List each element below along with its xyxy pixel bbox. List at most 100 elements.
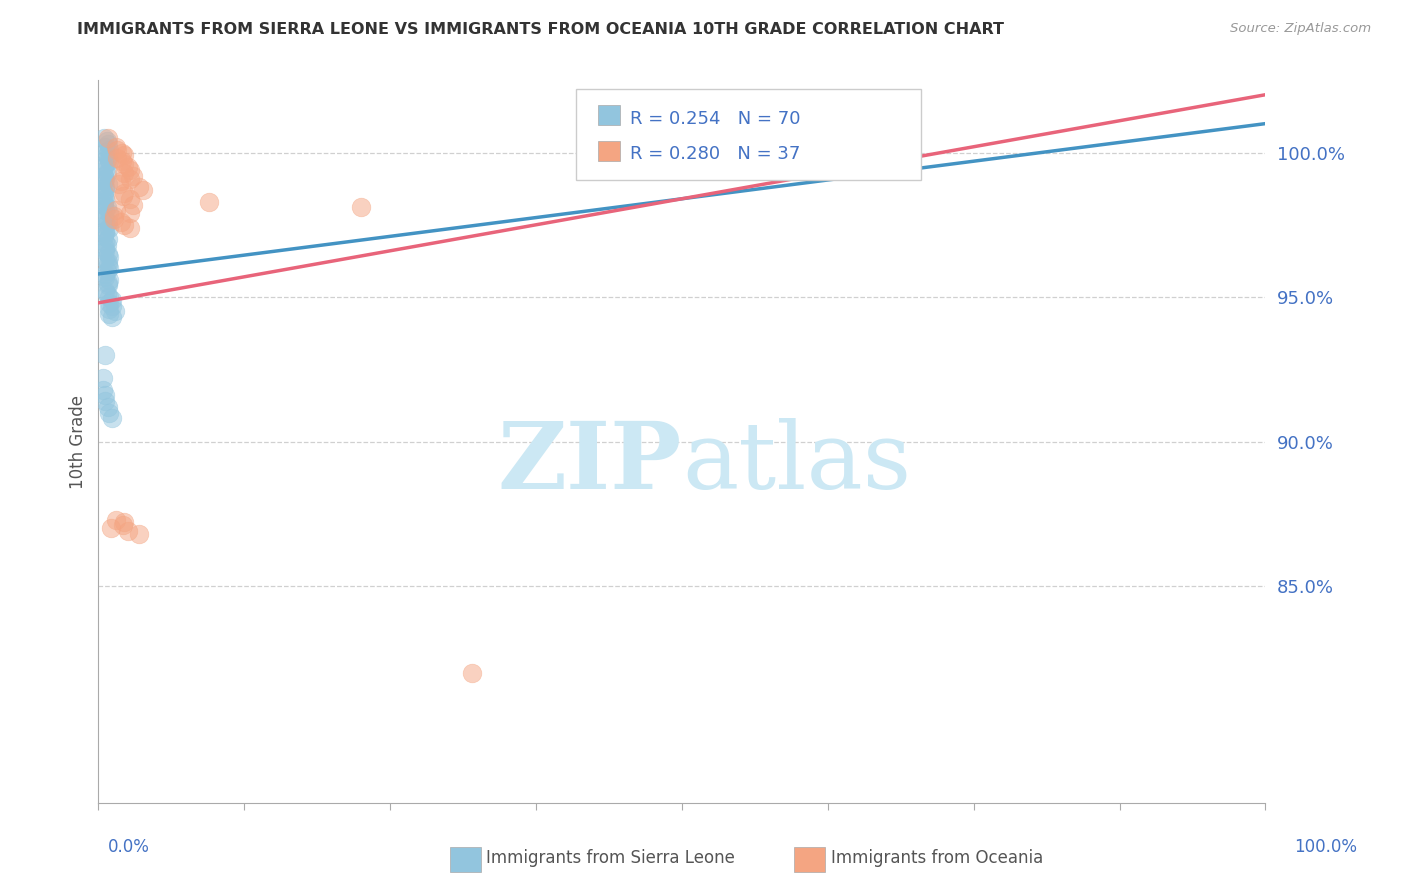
Point xyxy=(111,145,134,160)
Point xyxy=(93,174,115,188)
Point xyxy=(97,154,120,169)
Point xyxy=(96,148,118,162)
Point xyxy=(111,154,134,169)
Point xyxy=(97,232,120,246)
Point xyxy=(112,148,135,162)
Point xyxy=(103,209,125,223)
Point xyxy=(118,171,141,186)
Point xyxy=(93,194,115,209)
Point xyxy=(105,143,128,157)
Point xyxy=(94,267,117,281)
Point xyxy=(97,406,120,420)
Text: R = 0.254   N = 70: R = 0.254 N = 70 xyxy=(630,110,800,128)
Point xyxy=(101,299,124,313)
Point xyxy=(94,348,117,362)
Point xyxy=(112,157,135,171)
Point xyxy=(93,229,115,244)
Point xyxy=(97,295,120,310)
Point xyxy=(350,201,373,215)
Point xyxy=(101,293,124,307)
Point xyxy=(93,169,115,183)
Point xyxy=(112,516,135,530)
Point xyxy=(94,157,117,171)
Point xyxy=(117,160,139,174)
Point xyxy=(461,665,484,680)
Point xyxy=(104,140,127,154)
Point xyxy=(132,183,155,197)
Point xyxy=(118,220,141,235)
Point xyxy=(104,304,127,318)
Point xyxy=(96,264,118,278)
Point xyxy=(94,223,117,237)
Point xyxy=(101,310,124,325)
Point xyxy=(103,212,125,227)
Point xyxy=(94,162,117,177)
Point xyxy=(128,527,150,541)
Point xyxy=(104,203,127,218)
Point xyxy=(96,287,118,301)
Point xyxy=(93,189,115,203)
Point xyxy=(94,140,117,154)
Point xyxy=(91,383,114,397)
Point xyxy=(94,388,117,402)
Point xyxy=(97,220,120,235)
Point xyxy=(94,269,117,284)
Text: 0.0%: 0.0% xyxy=(108,838,150,856)
Point xyxy=(97,151,120,165)
Point xyxy=(94,145,117,160)
Y-axis label: 10th Grade: 10th Grade xyxy=(69,394,87,489)
Point xyxy=(112,186,135,200)
Point xyxy=(118,206,141,220)
Point xyxy=(97,290,120,304)
Point xyxy=(105,151,128,165)
Point xyxy=(118,162,141,177)
Point xyxy=(97,131,120,145)
Point xyxy=(97,278,120,293)
Point xyxy=(112,218,135,232)
Text: IMMIGRANTS FROM SIERRA LEONE VS IMMIGRANTS FROM OCEANIA 10TH GRADE CORRELATION C: IMMIGRANTS FROM SIERRA LEONE VS IMMIGRAN… xyxy=(77,22,1004,37)
Point xyxy=(110,215,132,229)
Point xyxy=(97,307,120,321)
Point xyxy=(97,258,120,272)
Text: 100.0%: 100.0% xyxy=(1294,838,1357,856)
Point xyxy=(96,166,118,180)
Point xyxy=(97,215,120,229)
Point xyxy=(97,143,120,157)
Point xyxy=(118,192,141,206)
Point xyxy=(94,394,117,409)
Point xyxy=(91,371,114,385)
Point xyxy=(97,206,120,220)
Point xyxy=(94,212,117,227)
Point xyxy=(94,218,117,232)
Point xyxy=(94,235,117,249)
Point xyxy=(94,171,117,186)
Point xyxy=(108,178,131,192)
Point xyxy=(96,238,118,252)
Point xyxy=(93,209,115,223)
Point xyxy=(94,180,117,194)
Point xyxy=(122,169,145,183)
Point xyxy=(93,186,115,200)
Point xyxy=(97,261,120,276)
Point xyxy=(97,273,120,287)
Point xyxy=(104,512,127,526)
Point xyxy=(94,192,117,206)
Text: Immigrants from Sierra Leone: Immigrants from Sierra Leone xyxy=(486,849,735,867)
Point xyxy=(101,411,124,425)
Point xyxy=(110,174,132,188)
Point xyxy=(117,524,139,538)
Text: ZIP: ZIP xyxy=(498,418,682,508)
Point xyxy=(97,301,120,316)
Point xyxy=(96,134,118,148)
Point xyxy=(94,241,117,255)
Point xyxy=(94,244,117,258)
Point xyxy=(93,131,115,145)
Text: Source: ZipAtlas.com: Source: ZipAtlas.com xyxy=(1230,22,1371,36)
Point xyxy=(94,227,117,241)
Text: atlas: atlas xyxy=(682,418,911,508)
Point xyxy=(97,255,120,269)
Point xyxy=(97,136,120,151)
Point xyxy=(97,250,120,264)
Point xyxy=(93,160,115,174)
Point xyxy=(97,400,120,414)
